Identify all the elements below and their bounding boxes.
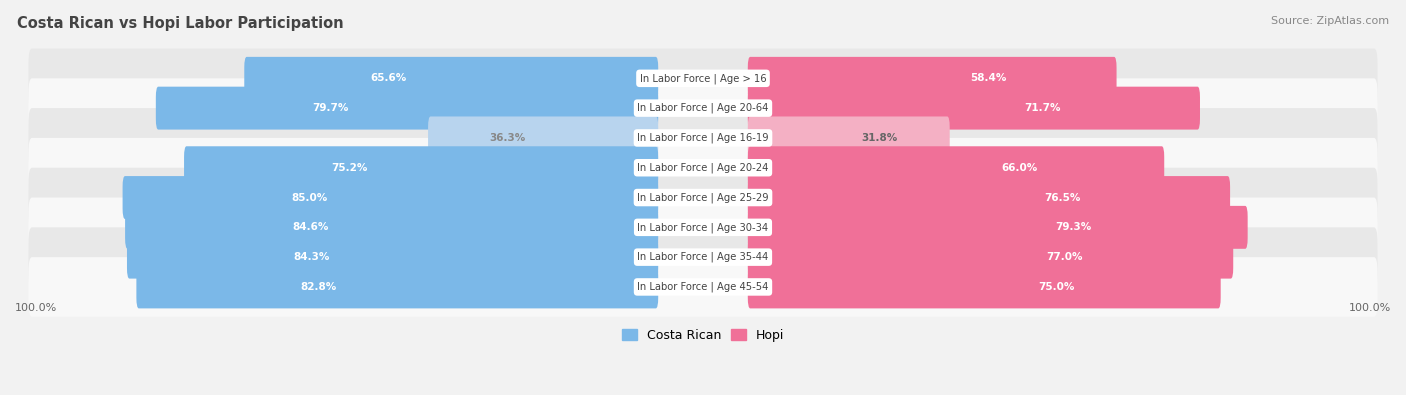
Text: 84.6%: 84.6% [292,222,329,232]
FancyBboxPatch shape [748,265,1220,308]
Text: In Labor Force | Age 20-64: In Labor Force | Age 20-64 [637,103,769,113]
Text: 85.0%: 85.0% [291,192,328,203]
Text: In Labor Force | Age 45-54: In Labor Force | Age 45-54 [637,282,769,292]
FancyBboxPatch shape [748,206,1247,249]
Text: In Labor Force | Age 35-44: In Labor Force | Age 35-44 [637,252,769,262]
Legend: Costa Rican, Hopi: Costa Rican, Hopi [617,324,789,347]
FancyBboxPatch shape [156,87,658,130]
FancyBboxPatch shape [748,87,1199,130]
Text: 100.0%: 100.0% [1348,303,1391,313]
Text: 36.3%: 36.3% [489,133,526,143]
Text: 75.0%: 75.0% [1038,282,1074,292]
FancyBboxPatch shape [748,57,1116,100]
Text: 84.3%: 84.3% [294,252,330,262]
FancyBboxPatch shape [184,146,658,189]
FancyBboxPatch shape [28,108,1378,168]
Text: In Labor Force | Age 20-24: In Labor Force | Age 20-24 [637,162,769,173]
FancyBboxPatch shape [748,146,1164,189]
Text: In Labor Force | Age 30-34: In Labor Force | Age 30-34 [637,222,769,233]
FancyBboxPatch shape [127,236,658,278]
Text: 79.7%: 79.7% [312,103,349,113]
Text: 65.6%: 65.6% [370,73,406,83]
FancyBboxPatch shape [427,117,658,160]
FancyBboxPatch shape [28,257,1378,317]
Text: 82.8%: 82.8% [299,282,336,292]
Text: Costa Rican vs Hopi Labor Participation: Costa Rican vs Hopi Labor Participation [17,16,343,31]
FancyBboxPatch shape [748,117,949,160]
Text: 100.0%: 100.0% [15,303,58,313]
FancyBboxPatch shape [28,228,1378,287]
Text: In Labor Force | Age 16-19: In Labor Force | Age 16-19 [637,133,769,143]
FancyBboxPatch shape [28,49,1378,108]
Text: Source: ZipAtlas.com: Source: ZipAtlas.com [1271,16,1389,26]
FancyBboxPatch shape [28,138,1378,198]
Text: 76.5%: 76.5% [1043,192,1080,203]
Text: 58.4%: 58.4% [970,73,1007,83]
Text: In Labor Force | Age 25-29: In Labor Force | Age 25-29 [637,192,769,203]
FancyBboxPatch shape [28,168,1378,228]
FancyBboxPatch shape [748,236,1233,278]
FancyBboxPatch shape [245,57,658,100]
Text: 66.0%: 66.0% [1001,163,1038,173]
Text: In Labor Force | Age > 16: In Labor Force | Age > 16 [640,73,766,84]
FancyBboxPatch shape [122,176,658,219]
FancyBboxPatch shape [125,206,658,249]
FancyBboxPatch shape [136,265,658,308]
Text: 77.0%: 77.0% [1046,252,1083,262]
Text: 75.2%: 75.2% [330,163,367,173]
FancyBboxPatch shape [28,78,1378,138]
Text: 71.7%: 71.7% [1025,103,1060,113]
Text: 79.3%: 79.3% [1056,222,1091,232]
FancyBboxPatch shape [748,176,1230,219]
Text: 31.8%: 31.8% [862,133,898,143]
FancyBboxPatch shape [28,198,1378,257]
